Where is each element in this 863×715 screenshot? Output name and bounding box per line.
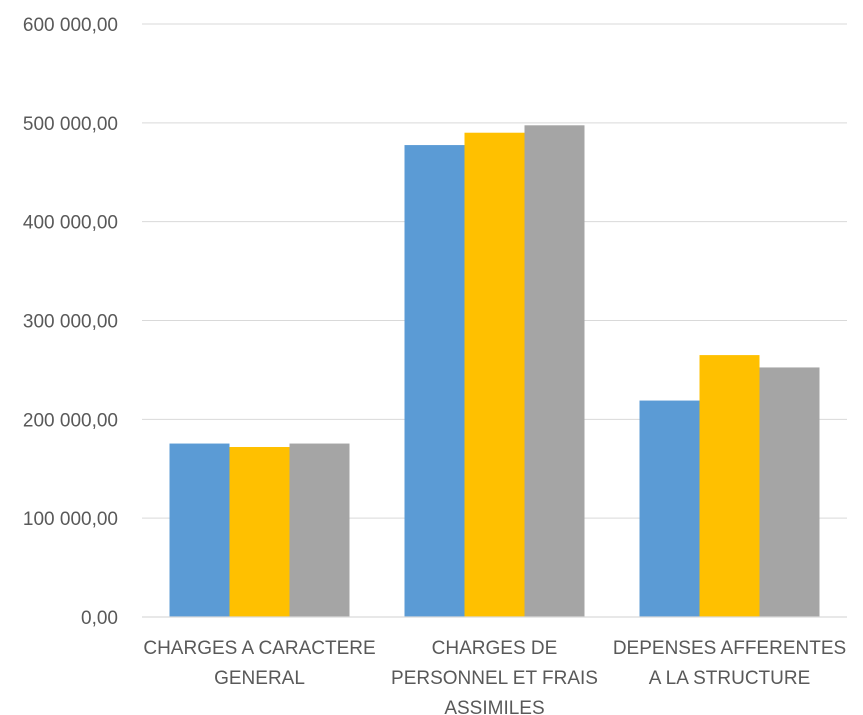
x-category-label: DEPENSES AFFERENTES bbox=[613, 638, 846, 659]
y-tick-label: 0,00 bbox=[81, 608, 118, 629]
bar-series-3-cat-1 bbox=[289, 443, 350, 617]
y-tick-label: 200 000,00 bbox=[23, 410, 118, 431]
y-tick-label: 100 000,00 bbox=[23, 509, 118, 530]
y-tick-label: 300 000,00 bbox=[23, 312, 118, 333]
y-tick-label: 500 000,00 bbox=[23, 114, 118, 135]
bar-series-1-cat-1 bbox=[169, 443, 230, 617]
bar-series-3-cat-3 bbox=[759, 367, 820, 617]
y-tick-label: 600 000,00 bbox=[23, 15, 118, 36]
x-category-label: GENERAL bbox=[214, 668, 305, 689]
labels: 0,00 100 000,00 200 000,00 300 000,00 400 00… bbox=[23, 15, 846, 715]
bar-series-1-cat-3 bbox=[639, 400, 700, 617]
x-category-label: A LA STRUCTURE bbox=[649, 668, 811, 689]
bar-series-2-cat-3 bbox=[699, 355, 760, 617]
y-tick-label: 400 000,00 bbox=[23, 213, 118, 234]
bars bbox=[169, 125, 820, 617]
x-category-label: PERSONNEL ET FRAIS bbox=[391, 668, 598, 689]
bar-series-2-cat-1 bbox=[229, 447, 290, 617]
bar-series-1-cat-2 bbox=[404, 145, 465, 617]
x-category-label: CHARGES A CARACTERE bbox=[143, 638, 375, 659]
bar-series-2-cat-2 bbox=[464, 132, 525, 617]
x-category-label: CHARGES DE bbox=[432, 638, 558, 659]
x-category-label: ASSIMILES bbox=[444, 698, 544, 715]
bar-series-3-cat-2 bbox=[524, 125, 585, 617]
